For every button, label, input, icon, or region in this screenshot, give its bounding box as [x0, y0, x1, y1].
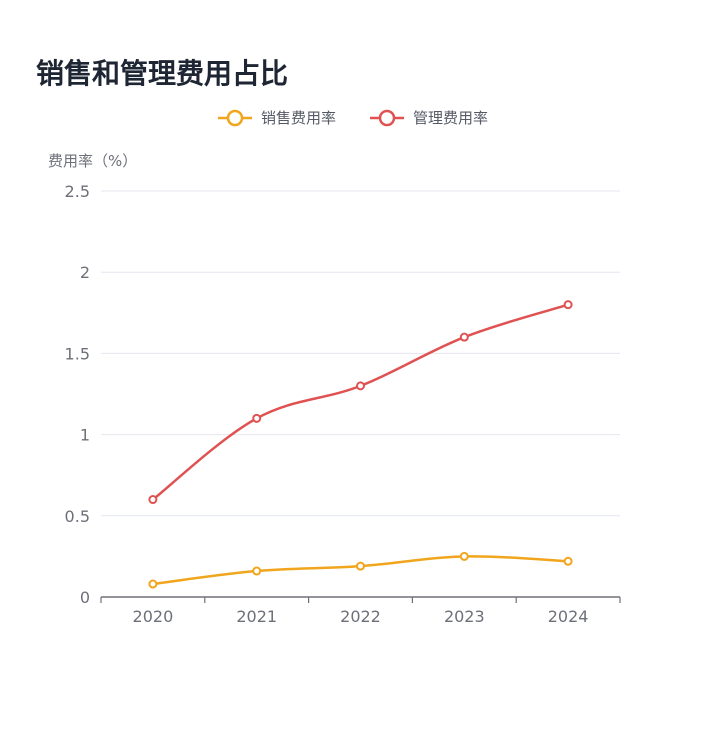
- series-line: [152, 303, 569, 501]
- y-tick-label: 2: [80, 263, 90, 282]
- x-tick-label: 2021: [236, 607, 277, 626]
- data-point[interactable]: [563, 300, 573, 310]
- legend-label: 销售费用率: [261, 109, 336, 127]
- data-point[interactable]: [563, 556, 573, 566]
- x-axis: 2020 2021 2022 2023 2024: [100, 596, 621, 626]
- y-tick-label: 0.5: [65, 507, 90, 526]
- x-tick-label: 2023: [444, 607, 485, 626]
- data-point[interactable]: [148, 495, 158, 505]
- data-point[interactable]: [356, 561, 365, 571]
- data-point[interactable]: [356, 381, 365, 391]
- y-tick-label: 0: [80, 588, 90, 607]
- data-point[interactable]: [148, 579, 158, 589]
- data-point[interactable]: [459, 332, 469, 342]
- data-point[interactable]: [252, 566, 262, 576]
- y-tick-label: 1: [80, 426, 90, 445]
- x-tick-label: 2022: [340, 607, 381, 626]
- x-tick-label: 2024: [548, 607, 589, 626]
- grid-lines: [101, 190, 620, 517]
- y-tick-label: 2.5: [65, 182, 90, 201]
- x-tick-label: 2020: [133, 607, 174, 626]
- series-layer: [148, 300, 573, 589]
- legend-circle-icon: [226, 109, 244, 127]
- data-point[interactable]: [459, 551, 469, 561]
- legend-circle-icon: [378, 109, 396, 127]
- data-point[interactable]: [252, 413, 262, 423]
- chart-title: 销售和管理费用占比: [36, 57, 289, 90]
- legend-label: 管理费用率: [413, 109, 488, 127]
- legend-item[interactable]: 销售费用率: [218, 109, 336, 127]
- legend-item[interactable]: 管理费用率: [370, 109, 488, 127]
- legend: 销售费用率 管理费用率: [218, 109, 488, 127]
- y-axis-label: 费用率（%）: [48, 152, 137, 170]
- y-tick-label: 1.5: [65, 344, 90, 363]
- y-axis-ticks: 0 0.5 1 1.5 2 2.5: [65, 182, 90, 607]
